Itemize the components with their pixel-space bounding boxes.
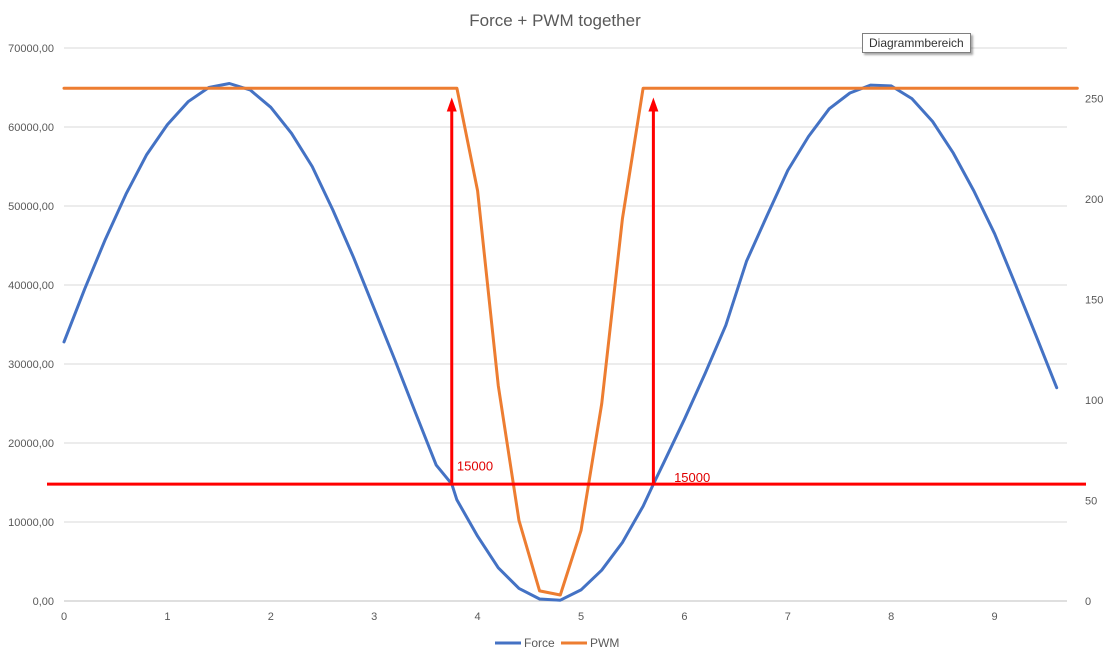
- y-left-tick-label: 30000,00: [8, 359, 54, 371]
- axes: 0,0010000,0020000,0030000,0040000,005000…: [8, 43, 1103, 623]
- y-left-tick-label: 70000,00: [8, 43, 54, 55]
- series-line-pwm: [62, 86, 1079, 597]
- legend-label-force: Force: [524, 636, 555, 650]
- y-right-tick-label: 0: [1085, 596, 1091, 608]
- threshold-label: 15000: [457, 459, 493, 474]
- y-left-tick-label: 40000,00: [8, 280, 54, 292]
- y-right-tick-label: 150: [1085, 294, 1103, 306]
- x-tick-label: 3: [371, 611, 377, 623]
- y-left-tick-label: 20000,00: [8, 438, 54, 450]
- x-tick-label: 5: [578, 611, 584, 623]
- chart-title: Force + PWM together: [469, 11, 641, 30]
- y-left-tick-label: 10000,00: [8, 517, 54, 529]
- y-left-tick-label: 0,00: [33, 596, 54, 608]
- x-tick-label: 0: [61, 611, 67, 623]
- x-tick-label: 4: [475, 611, 481, 623]
- y-right-tick-label: 200: [1085, 194, 1103, 206]
- chart-area-tooltip: Diagrammbereich: [862, 33, 971, 53]
- threshold-arrowhead: [648, 97, 659, 112]
- annotations: 15000 15000: [47, 97, 1086, 486]
- x-tick-label: 9: [992, 611, 998, 623]
- y-right-tick-label: 50: [1085, 495, 1097, 507]
- y-right-tick-label: 250: [1085, 93, 1103, 105]
- y-right-tick-label: 100: [1085, 395, 1103, 407]
- series-line-force: [62, 82, 1059, 602]
- x-tick-label: 8: [888, 611, 894, 623]
- series-lines: [62, 82, 1079, 602]
- threshold-label: 15000: [674, 470, 710, 485]
- x-tick-label: 6: [681, 611, 687, 623]
- x-tick-label: 2: [268, 611, 274, 623]
- gridlines: [64, 47, 1067, 523]
- x-tick-label: 7: [785, 611, 791, 623]
- legend-label-pwm: PWM: [590, 636, 619, 650]
- legend: Force PWM: [495, 636, 619, 650]
- x-tick-label: 1: [164, 611, 170, 623]
- y-left-tick-label: 50000,00: [8, 201, 54, 213]
- y-left-tick-label: 60000,00: [8, 122, 54, 134]
- threshold-arrowhead: [446, 97, 457, 112]
